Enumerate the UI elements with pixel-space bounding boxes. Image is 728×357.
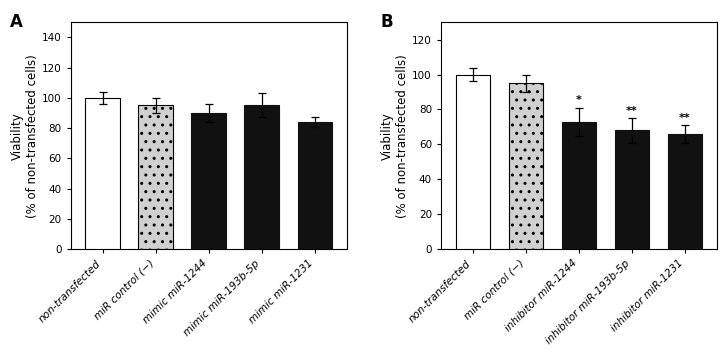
Text: *: * xyxy=(576,95,582,105)
Text: B: B xyxy=(380,13,393,31)
Bar xyxy=(138,105,173,249)
Text: **: ** xyxy=(626,106,638,116)
Bar xyxy=(191,113,226,249)
Bar xyxy=(245,105,279,249)
Bar xyxy=(614,130,649,249)
Y-axis label: Viability
(% of non-transfected cells): Viability (% of non-transfected cells) xyxy=(381,54,409,217)
Bar xyxy=(85,98,120,249)
Bar xyxy=(562,122,596,249)
Bar xyxy=(456,75,490,249)
Text: A: A xyxy=(10,13,23,31)
Text: **: ** xyxy=(679,112,691,122)
Bar xyxy=(298,122,332,249)
Y-axis label: Viability
(% of non-transfected cells): Viability (% of non-transfected cells) xyxy=(11,54,39,217)
Bar xyxy=(509,83,543,249)
Bar xyxy=(668,134,703,249)
